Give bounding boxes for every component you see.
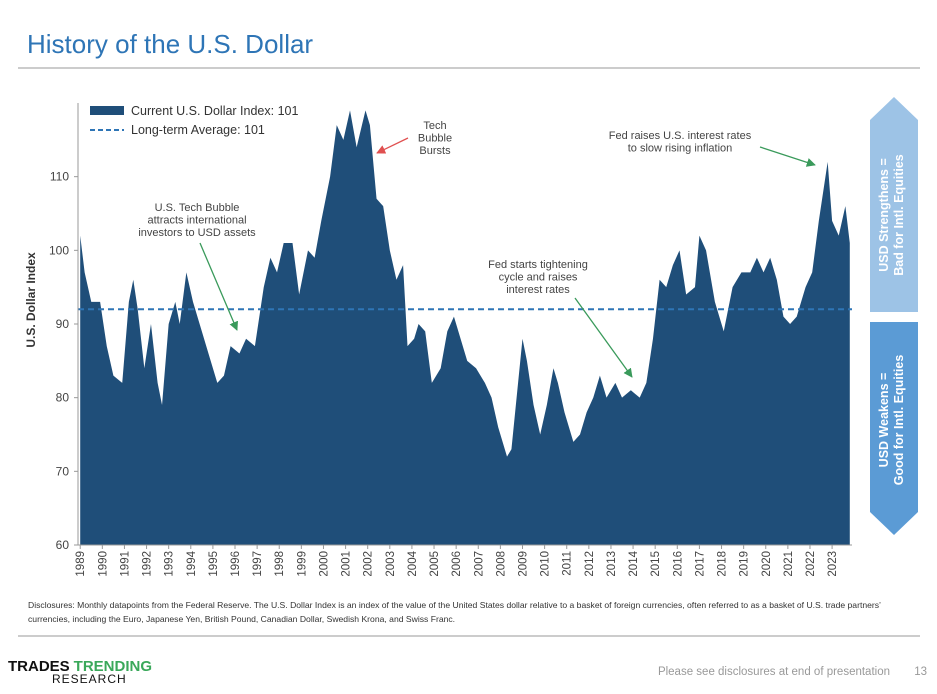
x-tick-label: 2005 [429,551,441,577]
side-label: Good for Intl. Equities [892,355,906,486]
y-tick-label: 100 [49,243,69,257]
x-tick-label: 1992 [142,551,154,577]
title: History of the U.S. Dollar [27,29,313,59]
x-tick-label: 1998 [274,551,286,577]
x-tick-label: 2020 [761,551,773,577]
x-tick-label: 2002 [363,551,375,577]
annotation-arrow [759,146,816,167]
x-tick-label: 2016 [672,551,684,577]
annotation: U.S. Tech Bubble [155,202,240,214]
x-tick-label: 2015 [650,551,662,577]
x-tick-label: 2008 [495,551,507,577]
x-tick-label: 2018 [717,551,729,577]
x-tick-label: 2022 [805,551,817,577]
side-arrow-down [870,322,918,535]
x-tick-label: 2009 [517,551,529,577]
side-label: Bad for Intl. Equities [892,154,906,276]
x-tick-label: 2014 [628,550,640,576]
x-tick-label: 2000 [318,551,330,577]
annotation: to slow rising inflation [628,143,733,155]
y-tick-label: 80 [56,391,70,405]
x-tick-label: 2001 [341,551,353,577]
footer-note: Please see disclosures at end of present… [658,666,890,678]
x-tick-label: 2007 [473,551,485,577]
x-tick-label: 2003 [385,551,397,577]
annotation: Tech [423,120,446,132]
x-tick-label: 1999 [296,551,308,577]
x-tick-label: 2013 [606,551,618,577]
x-tick-label: 1996 [230,551,242,577]
legend-label: Long-term Average: 101 [131,123,265,137]
x-tick-label: 1991 [119,551,131,577]
x-tick-label: 2012 [584,551,596,577]
x-tick-label: 2006 [451,551,463,577]
annotation-arrow [199,242,238,331]
annotation: interest rates [506,284,570,296]
logo-sub: RESEARCH [52,672,127,686]
x-tick-label: 2019 [739,551,751,577]
legend-label: Current U.S. Dollar Index: 101 [131,104,298,118]
x-tick-label: 2023 [827,551,839,577]
y-tick-label: 90 [56,317,70,331]
x-tick-label: 2010 [540,551,552,577]
y-tick-label: 110 [50,170,69,184]
side-label: USD Weakens = [877,373,891,468]
annotation: attracts international [147,215,246,227]
x-tick-label: 1997 [252,551,264,577]
x-tick-label: 2011 [562,551,574,576]
logo-part: TRADES [8,658,70,675]
annotation: cycle and raises [499,272,578,284]
y-tick-label: 60 [56,538,70,552]
disclosures-box: Disclosures: Monthly datapoints from the… [28,600,881,624]
side-label: USD Strengthens = [877,158,891,272]
chart: 60 70 80 90 100 110 1989 1990 1991 1992 1993 1994 19… [24,103,852,577]
annotation: Bubble [418,133,452,145]
x-tick-label: 1995 [208,551,220,577]
page-number: 13 [914,666,927,678]
x-tick-label: 2021 [783,551,795,577]
x-tick-label: 1993 [164,551,176,577]
logo: TRADES TRENDING [8,658,152,675]
x-tick-label: 2017 [694,551,706,577]
logo-part: TRENDING [74,658,152,675]
legend-swatch [90,106,124,115]
annotation: investors to USD assets [138,227,256,239]
x-tick-label: 1989 [75,551,87,577]
annotation-arrow [574,297,633,378]
y-tick-label: 70 [56,464,70,478]
x-tick-label: 1990 [97,551,109,577]
x-tick-label: 2004 [407,550,419,576]
annotation-arrow [376,137,409,154]
annotation: Bursts [419,145,451,157]
annotation: Fed starts tightening [488,259,588,271]
annotation: Fed raises U.S. interest rates [609,130,752,142]
y-axis-label: U.S. Dollar Index [24,252,38,348]
side-arrow-up [870,97,918,312]
x-tick-label: 1994 [186,550,198,576]
disclosures: Disclosures: Monthly datapoints from the… [28,600,881,624]
area [80,110,850,545]
